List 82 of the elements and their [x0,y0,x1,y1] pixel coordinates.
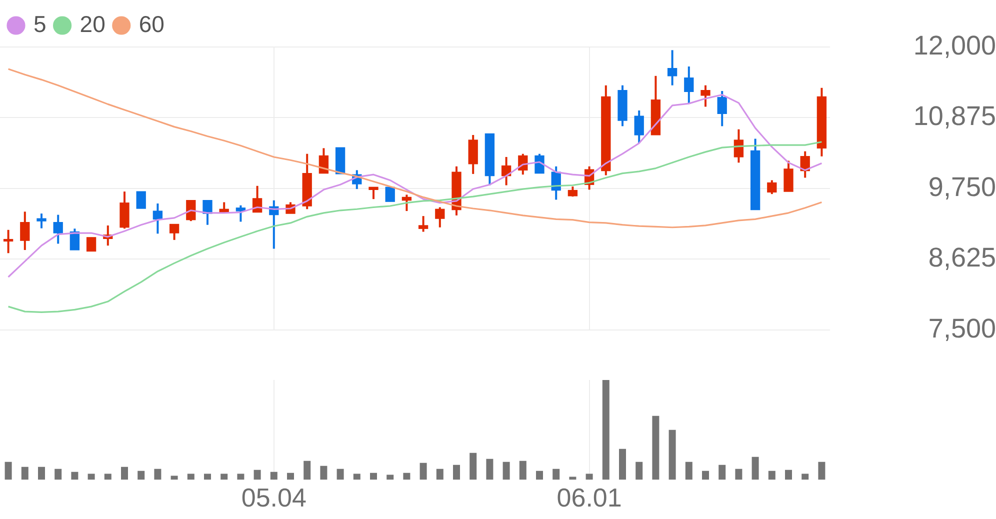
bar [420,462,427,480]
bar [818,462,826,480]
bar [586,474,593,480]
bar [470,452,477,480]
bar [536,470,543,480]
candlestick [435,206,445,228]
candlestick [767,179,777,196]
y-tick-label: 12,000 [913,30,996,60]
bar [88,474,95,480]
bar [502,462,510,480]
bar [453,464,460,480]
bar [652,416,660,480]
candlestick [152,202,163,235]
candlestick [20,210,30,251]
candlestick [402,194,412,212]
x-tick-label: 06.01 [556,482,622,513]
bar [386,474,394,480]
bar [71,472,78,480]
bar [254,470,261,480]
bar [104,474,112,480]
candlestick [368,186,378,200]
bar [54,468,62,480]
candlestick [734,128,744,164]
x-tick-label: 05.04 [241,482,306,513]
legend-label: 5 [34,10,46,37]
candlestick [86,236,96,252]
y-tick-label: 7,500 [928,313,996,344]
bar [403,472,410,480]
candlestick [202,199,212,226]
bar [287,472,294,480]
candlestick [684,65,694,104]
bar [685,462,692,480]
bar [768,470,776,480]
bar [237,474,244,480]
candlestick [418,215,428,233]
bar [436,468,444,480]
candlestick [385,186,395,203]
bar [636,462,643,480]
candlestick [136,191,146,209]
bar [204,474,211,480]
bar [519,460,526,480]
bar [552,468,560,480]
legend-label: 20 [80,10,106,37]
candlestick [169,223,180,241]
bar [304,460,311,480]
bar [21,466,28,480]
bar [320,466,328,480]
candlestick [784,160,794,193]
bar [785,470,792,480]
candlestick [700,84,710,108]
bar [38,466,45,480]
legend-label: 60 [138,10,164,37]
candlestick [667,49,678,86]
bar [735,468,742,480]
candlestick [70,228,80,251]
bar [121,466,128,480]
bar [187,474,194,480]
bar [4,462,12,480]
bar [270,472,278,480]
y-tick-label: 10,875 [913,101,996,132]
bar [336,468,344,480]
bar [802,474,809,480]
bar [220,474,228,480]
bar [370,472,377,480]
candlestick [3,228,14,254]
bar [668,430,676,480]
candlestick [634,109,644,144]
candlestick [236,204,246,223]
bar [353,474,360,480]
bar [602,380,610,480]
bar [154,468,162,480]
bar [619,448,626,480]
bar [702,470,709,480]
bar [486,458,494,480]
bar [138,470,145,480]
candlestick [717,90,727,128]
candlestick [36,212,46,230]
bar [752,456,759,480]
bar [718,464,726,480]
y-tick-label: 9,750 [928,172,996,202]
y-tick-label: 8,625 [928,242,996,273]
candlestick [53,214,63,245]
